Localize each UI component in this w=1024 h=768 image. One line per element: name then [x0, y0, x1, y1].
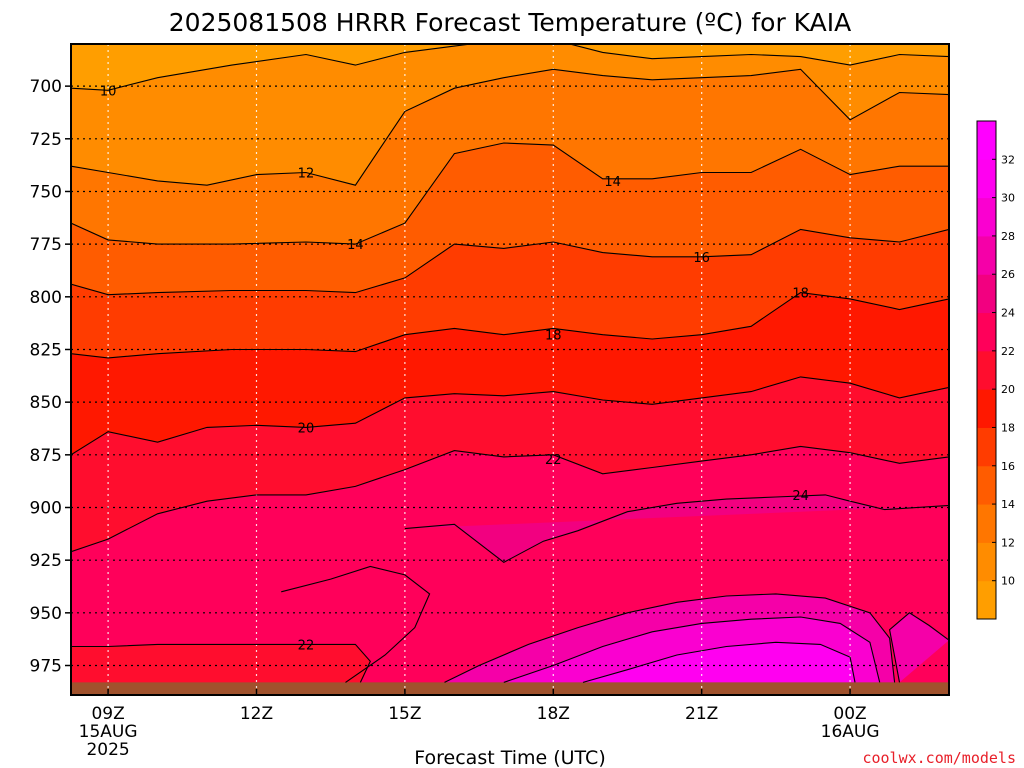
- isotherm-labels: 10 12 14 14 16 18 18 20 22 22 24: [100, 84, 809, 653]
- colorbar-tick-label-28: 28: [1001, 230, 1015, 243]
- colorbar: 10 12 14 16 18 20 22 24 26 28 30 32: [976, 120, 1015, 620]
- colorbar-swatch-12: [977, 504, 996, 543]
- colorbar-frame: [976, 120, 997, 620]
- isotherm-16-3: [71, 228, 949, 296]
- temperature-bands: [71, 44, 949, 695]
- isotherm-label-3: 14: [604, 175, 621, 190]
- ground-rect: [71, 682, 949, 695]
- y-tick-label-975: 975: [30, 657, 62, 677]
- colorbar-tick-label-16: 16: [1001, 460, 1015, 473]
- isotherm-label-6: 18: [792, 287, 809, 302]
- colorbar-tick-label-10: 10: [1001, 575, 1015, 588]
- ground-layer: [71, 682, 949, 695]
- band-region-1: [281, 566, 430, 683]
- colorbar-swatch-18: [977, 389, 996, 428]
- isotherm-14-2: [71, 142, 949, 245]
- isotherm-30-12: [582, 641, 856, 683]
- colorbar-swatch-28: [977, 197, 996, 237]
- band-region-0: [404, 494, 949, 563]
- colorbar-swatch-24: [977, 274, 996, 314]
- isotherm-label-9: 22: [298, 638, 315, 653]
- band-region-5: [583, 642, 855, 683]
- isotherm-10-0: [71, 44, 949, 91]
- colorbar-tick-label-24: 24: [1001, 307, 1015, 320]
- x-tick-label-9-0: 09Z: [91, 704, 124, 724]
- x-tick-label-9-1: 15AUG: [79, 722, 138, 742]
- x-tick-label-9-2: 2025: [86, 740, 129, 760]
- isotherm-label-1: 12: [298, 167, 315, 182]
- isotherm-label-10: 24: [792, 489, 809, 504]
- y-tick-label-725: 725: [30, 130, 62, 150]
- x-tick-label-24-1: 16AUG: [821, 722, 880, 742]
- colorbar-swatch-16: [977, 427, 996, 467]
- y-tick-label-850: 850: [30, 393, 62, 413]
- isotherm-28-11: [503, 616, 881, 683]
- isotherm-label-2: 14: [347, 238, 364, 253]
- band-region-2: [71, 644, 371, 683]
- colorbar-swatch-8: [977, 580, 996, 620]
- isotherm-24-7: [404, 494, 949, 563]
- isotherm-label-4: 16: [693, 251, 710, 266]
- isotherm-26-10: [444, 593, 896, 683]
- isotherm-label-5: 18: [545, 329, 562, 344]
- y-tick-label-925: 925: [30, 551, 62, 571]
- colorbar-tick-label-22: 22: [1001, 345, 1015, 358]
- credit-text: coolwx.com/models: [862, 749, 1016, 767]
- y-tick-label-875: 875: [30, 446, 62, 466]
- colorbar-tick-label-32: 32: [1001, 153, 1015, 166]
- isotherm-20-5: [71, 376, 949, 456]
- band-below-12: [71, 44, 949, 186]
- y-tick-label-825: 825: [30, 340, 62, 360]
- colorbar-tick-label-12: 12: [1001, 536, 1015, 549]
- plot-frame: [70, 43, 950, 696]
- y-tick-label-750: 750: [30, 182, 62, 202]
- x-tick-label-15-0: 15Z: [388, 704, 421, 724]
- colorbar-tick-label-26: 26: [1001, 268, 1015, 281]
- x-axis-label: Forecast Time (UTC): [414, 747, 605, 768]
- y-tick-label-900: 900: [30, 498, 62, 518]
- colorbar-swatch-22: [977, 312, 996, 352]
- y-tick-label-700: 700: [30, 77, 62, 97]
- colorbar-tick-label-30: 30: [1001, 192, 1015, 205]
- colorbar-swatch-26: [977, 235, 996, 275]
- isotherm-lines: [71, 44, 949, 683]
- isotherm-12-1: [71, 68, 949, 186]
- colorbar-swatch-32: [977, 121, 996, 160]
- isotherm-24-8: [281, 565, 431, 683]
- colorbar-tick-label-14: 14: [1001, 498, 1015, 511]
- colorbar-tick-label-18: 18: [1001, 421, 1015, 434]
- colorbar-swatch-10: [977, 542, 996, 582]
- isotherm-label-8: 22: [545, 453, 562, 468]
- isotherm-label-7: 20: [298, 421, 315, 436]
- isotherm-18-4: [71, 292, 949, 359]
- colorbar-swatch-30: [977, 159, 996, 199]
- x-tick-label-21-0: 21Z: [685, 704, 718, 724]
- y-tick-label-800: 800: [30, 288, 62, 308]
- isotherm-22-9: [71, 643, 371, 683]
- isotherm-22-6: [71, 445, 949, 553]
- colorbar-swatch-20: [977, 350, 996, 390]
- x-tick-label-12-0: 12Z: [240, 704, 273, 724]
- chart-title: 2025081508 HRRR Forecast Temperature (ºC…: [169, 8, 851, 37]
- isotherm-26-13: [889, 612, 949, 683]
- x-tick-label-18-0: 18Z: [537, 704, 570, 724]
- band-region-6: [889, 612, 949, 683]
- band-below-10: [71, 44, 949, 91]
- colorbar-swatch-14: [977, 465, 996, 505]
- y-axis: 700 725 750 775 800 825 850 875 900 925 950 975: [30, 77, 71, 677]
- y-tick-label-950: 950: [30, 604, 62, 624]
- isotherm-label-0: 10: [100, 84, 117, 99]
- x-tick-label-24-0: 00Z: [833, 704, 866, 724]
- grid-lines: [71, 44, 949, 695]
- colorbar-tick-label-20: 20: [1001, 383, 1015, 396]
- y-tick-label-775: 775: [30, 235, 62, 255]
